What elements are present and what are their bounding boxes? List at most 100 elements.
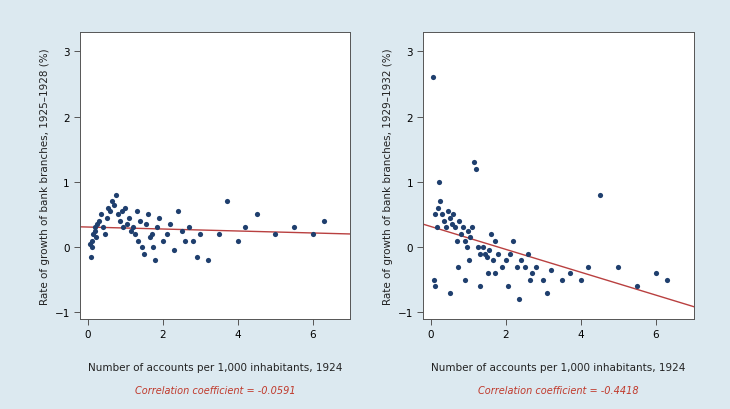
Point [142, 211, 153, 218]
Point [91, 221, 103, 228]
Point [85, 254, 96, 261]
Point [288, 225, 300, 231]
Point [487, 257, 499, 264]
Point [146, 231, 158, 238]
Text: Correlation coefficient = -0.0591: Correlation coefficient = -0.0591 [135, 385, 296, 395]
Point [485, 231, 496, 238]
Point [114, 218, 126, 225]
Point [542, 290, 553, 296]
Y-axis label: Rate of growth of bank branches, 1929–1932 (%): Rate of growth of bank branches, 1929–19… [383, 48, 393, 304]
Point [137, 244, 148, 251]
Point [502, 283, 514, 290]
Point [530, 264, 542, 270]
Point [444, 215, 456, 221]
Point [650, 270, 662, 277]
Point [153, 215, 165, 221]
Point [101, 215, 112, 221]
Point [490, 270, 502, 277]
Point [307, 231, 319, 238]
Point [120, 205, 131, 212]
Point [515, 257, 527, 264]
Point [140, 221, 152, 228]
Point [446, 221, 458, 228]
Point [523, 251, 534, 257]
Point [133, 238, 145, 244]
Point [455, 231, 466, 238]
Point [121, 221, 133, 228]
Point [232, 238, 244, 244]
Point [118, 225, 129, 231]
Point [112, 211, 123, 218]
Point [157, 238, 169, 244]
Point [127, 225, 139, 231]
Point [123, 215, 135, 221]
Point [239, 225, 251, 231]
Point [463, 228, 474, 234]
Point [103, 205, 115, 212]
Point [447, 211, 459, 218]
Point [451, 238, 463, 244]
Point [489, 238, 501, 244]
Point [513, 296, 525, 303]
Point [194, 231, 206, 238]
Point [480, 251, 491, 257]
Point [108, 202, 120, 209]
Point [99, 231, 110, 238]
Point [202, 257, 214, 264]
Point [116, 208, 128, 215]
Point [442, 208, 453, 215]
Point [90, 228, 101, 234]
Point [437, 211, 448, 218]
Point [507, 238, 519, 244]
Point [172, 208, 184, 215]
Point [187, 238, 199, 244]
Point [537, 277, 549, 283]
Point [95, 211, 107, 218]
Point [131, 208, 142, 215]
Point [481, 254, 493, 261]
Point [91, 234, 102, 241]
Point [150, 257, 161, 264]
Point [213, 231, 225, 238]
Point [440, 225, 452, 231]
Point [429, 283, 441, 290]
Point [594, 192, 606, 199]
Point [431, 225, 442, 231]
Point [452, 264, 464, 270]
Point [464, 234, 476, 241]
Point [545, 267, 557, 274]
Point [612, 264, 624, 270]
Point [176, 228, 188, 234]
Point [180, 238, 191, 244]
Point [434, 179, 445, 186]
Point [482, 270, 493, 277]
Point [110, 192, 122, 199]
Point [445, 290, 456, 296]
Point [144, 234, 155, 241]
Point [583, 264, 594, 270]
Point [496, 264, 508, 270]
Point [564, 270, 575, 277]
Point [474, 251, 485, 257]
Point [434, 199, 446, 205]
Point [151, 225, 163, 231]
Point [468, 160, 480, 166]
Text: Correlation coefficient = -0.4418: Correlation coefficient = -0.4418 [478, 385, 639, 395]
Point [466, 225, 478, 231]
Point [125, 228, 137, 234]
Point [472, 244, 484, 251]
Point [269, 231, 281, 238]
Point [461, 244, 472, 251]
Point [88, 231, 99, 238]
Point [183, 225, 195, 231]
Point [161, 231, 172, 238]
Point [483, 247, 495, 254]
Point [428, 277, 439, 283]
Point [168, 247, 180, 254]
Point [97, 225, 109, 231]
Point [450, 225, 461, 231]
Point [84, 241, 96, 247]
Point [93, 218, 105, 225]
Point [138, 251, 150, 257]
Point [318, 218, 330, 225]
